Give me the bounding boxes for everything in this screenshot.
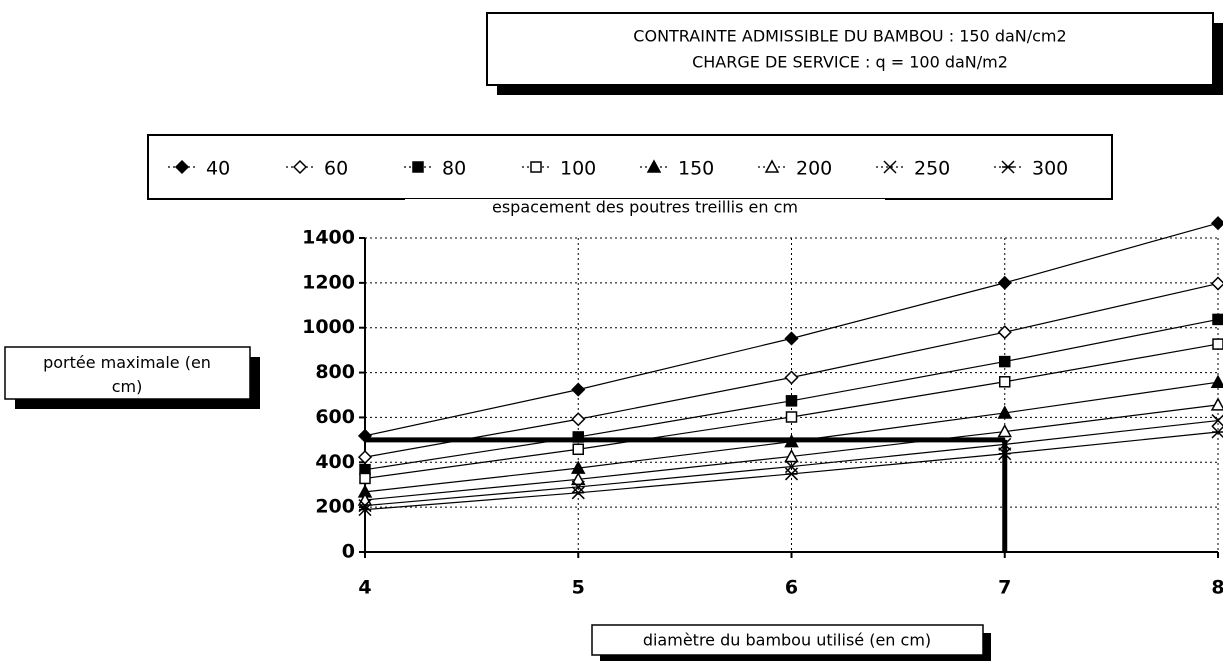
- marker: [1212, 338, 1223, 350]
- marker: [1210, 276, 1223, 291]
- marker: [357, 450, 373, 465]
- title-line: CHARGE DE SERVICE : q = 100 daN/m2: [692, 53, 1008, 72]
- title-line: CONTRAINTE ADMISSIBLE DU BAMBOU : 150 da…: [633, 27, 1066, 46]
- marker: [530, 161, 542, 173]
- marker: [174, 159, 190, 175]
- marker: [997, 405, 1013, 419]
- plot: 0 200 400 600 800 1000 1200 1400 4 5 6 7 8: [302, 216, 1223, 599]
- y-tick-label: 800: [315, 361, 355, 383]
- legend-label: 100: [560, 158, 596, 180]
- marker: [1211, 414, 1223, 428]
- marker: [997, 275, 1012, 290]
- x-tick-label: 7: [998, 577, 1011, 599]
- marker: [1210, 397, 1223, 411]
- marker: [412, 161, 424, 173]
- marker: [292, 159, 308, 175]
- legend-label: 200: [796, 158, 832, 180]
- y-tick-label: 1200: [302, 271, 355, 293]
- marker: [571, 412, 586, 427]
- y-tick-label: 600: [315, 406, 355, 428]
- legend-label: 60: [324, 158, 348, 180]
- y-tick-label: 1400: [302, 227, 355, 249]
- x-tick-label: 8: [1211, 577, 1223, 599]
- marker: [764, 159, 780, 173]
- legend-box: [147, 134, 1113, 200]
- legend-label: 150: [678, 158, 714, 180]
- marker: [785, 395, 798, 407]
- y-tick-label: 1000: [302, 316, 355, 338]
- marker: [572, 431, 584, 443]
- marker: [1211, 425, 1223, 439]
- legend-label: 80: [442, 158, 466, 180]
- marker: [1212, 313, 1223, 326]
- marker: [571, 382, 586, 397]
- x-tick-label: 4: [358, 577, 371, 599]
- marker: [571, 486, 585, 500]
- marker: [784, 370, 799, 385]
- marker: [998, 437, 1012, 451]
- y-label-box: [4, 346, 251, 400]
- marker: [1210, 216, 1223, 231]
- marker: [883, 160, 897, 174]
- marker: [785, 411, 798, 423]
- x-tick-label: 5: [572, 577, 585, 599]
- x-axis-label: diamètre du bambou utilisé (en cm): [643, 631, 931, 650]
- marker: [998, 447, 1012, 461]
- marker: [570, 471, 586, 486]
- legend-title: espacement des poutres treillis en cm: [492, 198, 798, 217]
- y-tick-label: 0: [342, 541, 355, 563]
- marker: [359, 472, 371, 485]
- marker: [357, 428, 373, 443]
- x-label-box: [591, 624, 984, 656]
- x-tick-label: 6: [785, 577, 798, 599]
- marker: [572, 443, 584, 456]
- marker: [571, 480, 585, 494]
- marker: [997, 325, 1012, 340]
- marker: [997, 423, 1013, 438]
- legend-label: 40: [206, 158, 230, 180]
- marker: [999, 355, 1011, 368]
- marker: [646, 159, 662, 173]
- legend-label: 250: [914, 158, 950, 180]
- marker: [358, 503, 372, 517]
- marker: [784, 331, 799, 346]
- y-tick-label: 200: [315, 496, 355, 518]
- y-tick-label: 400: [315, 451, 355, 473]
- marker: [1001, 160, 1015, 174]
- marker: [784, 448, 799, 463]
- marker: [1210, 374, 1223, 388]
- marker: [999, 376, 1011, 388]
- title-box: [486, 12, 1214, 86]
- y-axis-label: portée maximale (en cm): [43, 353, 211, 396]
- marker: [784, 434, 799, 448]
- legend-label: 300: [1032, 158, 1068, 180]
- marker: [784, 467, 799, 481]
- legend-title-bg: [405, 199, 885, 217]
